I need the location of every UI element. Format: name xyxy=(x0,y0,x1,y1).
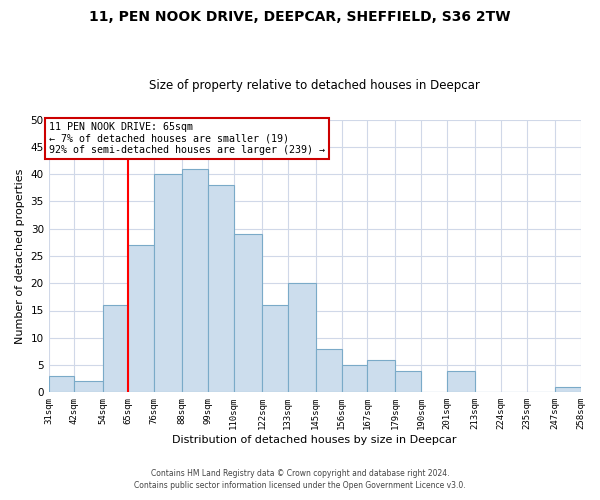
Bar xyxy=(262,305,287,392)
Bar xyxy=(154,174,182,392)
Bar xyxy=(555,387,581,392)
Bar xyxy=(447,370,475,392)
Bar xyxy=(234,234,262,392)
Bar xyxy=(395,370,421,392)
Bar xyxy=(128,245,154,392)
Bar xyxy=(287,283,316,393)
Text: 11 PEN NOOK DRIVE: 65sqm
← 7% of detached houses are smaller (19)
92% of semi-de: 11 PEN NOOK DRIVE: 65sqm ← 7% of detache… xyxy=(49,122,325,156)
Bar xyxy=(182,168,208,392)
Bar xyxy=(49,376,74,392)
Text: Contains HM Land Registry data © Crown copyright and database right 2024.
Contai: Contains HM Land Registry data © Crown c… xyxy=(134,468,466,490)
Text: 11, PEN NOOK DRIVE, DEEPCAR, SHEFFIELD, S36 2TW: 11, PEN NOOK DRIVE, DEEPCAR, SHEFFIELD, … xyxy=(89,10,511,24)
Bar xyxy=(208,185,234,392)
Bar xyxy=(74,382,103,392)
Bar xyxy=(103,305,128,392)
X-axis label: Distribution of detached houses by size in Deepcar: Distribution of detached houses by size … xyxy=(172,435,457,445)
Bar xyxy=(316,348,341,393)
Y-axis label: Number of detached properties: Number of detached properties xyxy=(15,168,25,344)
Bar xyxy=(341,365,367,392)
Title: Size of property relative to detached houses in Deepcar: Size of property relative to detached ho… xyxy=(149,79,480,92)
Bar xyxy=(367,360,395,392)
